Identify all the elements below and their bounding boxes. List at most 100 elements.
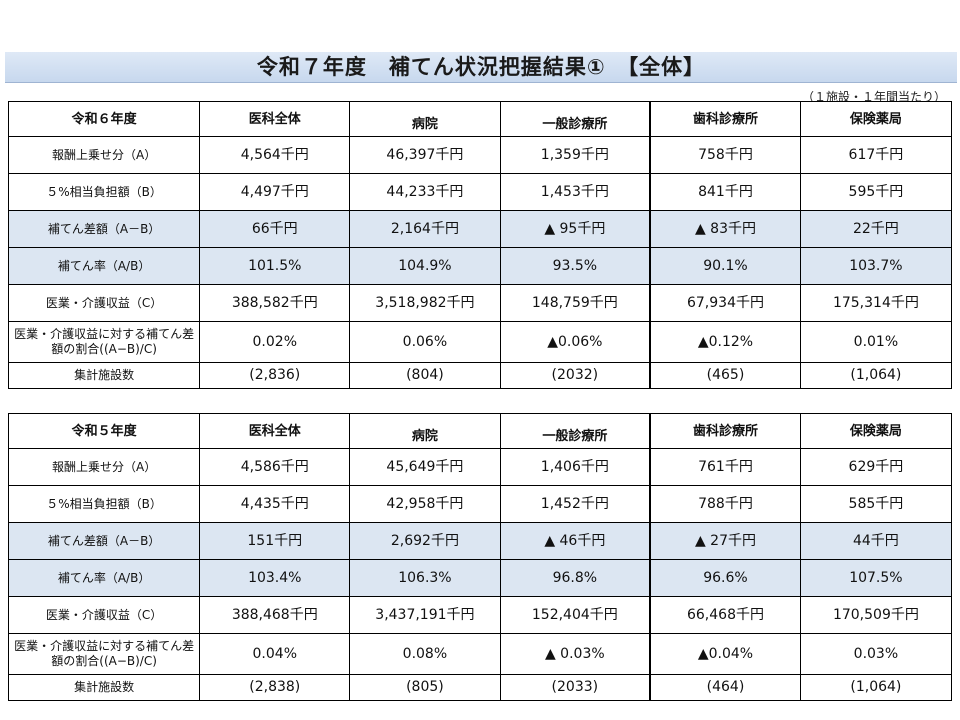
table-row: 医業・介護収益に対する補てん差額の割合((A−B)/C) 0.04% 0.08% ▲ … [7,633,953,675]
table-cell: 103.4% [199,559,351,597]
column-header: 一般診療所 [499,101,651,137]
table-cell: (464) [649,674,801,701]
table-cell: 0.04% [199,633,351,675]
table-cell: (1,064) [799,362,953,389]
header-row: 令和５年度 医科全体 病院 一般診療所 歯科診療所 保険薬局 [7,413,953,449]
table-row: ５%相当負担額（B） 4,497千円 44,233千円 1,453千円 841千円 595… [7,173,953,211]
table-row: 報酬上乗せ分（A） 4,586千円 45,649千円 1,406千円 761千円 629千… [7,448,953,486]
table-row: 補てん率（A/B） 101.5% 104.9% 93.5% 90.1% 103.7% [7,247,953,285]
table-cell: 617千円 [799,136,953,174]
table-cell: ▲0.04% [649,633,801,675]
row-label: 集計施設数 [7,674,201,701]
table-cell: 66,468千円 [649,596,801,634]
row-label: 補てん率（A/B） [7,247,201,285]
row-label: 報酬上乗せ分（A） [7,448,201,486]
unit-note: （１施設・１年間当たり） [801,90,946,104]
table-row: 医業・介護収益に対する補てん差額の割合((A−B)/C) 0.02% 0.06% ▲0… [7,321,953,363]
table-cell: 788千円 [649,485,801,523]
row-label: 医業・介護収益に対する補てん差額の割合((A−B)/C) [7,321,201,363]
column-header: 病院 [349,413,501,449]
table-cell: (2032) [499,362,651,389]
row-label: 補てん差額（A－B） [7,522,201,560]
table-row: 医業・介護収益（C） 388,468千円 3,437,191千円 152,404千円 6… [7,596,953,634]
table-cell: 1,359千円 [499,136,651,174]
table-cell: ▲ 83千円 [649,210,801,248]
row-label: ５%相当負担額（B） [7,173,201,211]
table-cell: 585千円 [799,485,953,523]
table-cell: (465) [649,362,801,389]
table-reiwa5: 令和５年度 医科全体 病院 一般診療所 歯科診療所 保険薬局 報酬上乗せ分（A） 4,586千… [7,413,953,701]
page-title: 令和７年度 補てん状況把握結果① 【全体】 [256,55,706,79]
table-row: 報酬上乗せ分（A） 4,564千円 46,397千円 1,359千円 758千円 617千… [7,136,953,174]
table-row: ５%相当負担額（B） 4,435千円 42,958千円 1,452千円 788千円 585… [7,485,953,523]
table-cell: 151千円 [199,522,351,560]
table-cell: ▲ 0.03% [499,633,651,675]
table-cell: 1,452千円 [499,485,651,523]
row-label: 補てん差額（A－B） [7,210,201,248]
table-cell: 96.6% [649,559,801,597]
table-cell: (2,838) [199,674,351,701]
table-cell: 67,934千円 [649,284,801,322]
table-cell: 2,692千円 [349,522,501,560]
column-header: 保険薬局 [799,101,953,137]
table-cell: (2,836) [199,362,351,389]
row-label: 医業・介護収益（C） [7,596,201,634]
row-label: 補てん率（A/B） [7,559,201,597]
table-cell: ▲0.06% [499,321,651,363]
table-cell: 595千円 [799,173,953,211]
column-header: 保険薬局 [799,413,953,449]
table-cell: 0.03% [799,633,953,675]
table-reiwa6: 令和６年度 医科全体 病院 一般診療所 歯科診療所 保険薬局 報酬上乗せ分（A） 4,564千… [7,101,953,389]
table-row: 補てん率（A/B） 103.4% 106.3% 96.8% 96.6% 107.5% [7,559,953,597]
column-header: 一般診療所 [499,413,651,449]
table-cell: 0.08% [349,633,501,675]
table-cell: 103.7% [799,247,953,285]
column-header: 医科全体 [199,101,351,137]
table-cell: 0.01% [799,321,953,363]
table-row: 補てん差額（A－B） 66千円 2,164千円 ▲ 95千円 ▲ 83千円 22千円 [7,210,953,248]
year-label: 令和５年度 [7,413,201,449]
table-cell: 66千円 [199,210,351,248]
table-cell: 629千円 [799,448,953,486]
row-label: ５%相当負担額（B） [7,485,201,523]
row-label: 医業・介護収益に対する補てん差額の割合((A−B)/C) [7,633,201,675]
table-cell: 3,518,982千円 [349,284,501,322]
row-label: 医業・介護収益（C） [7,284,201,322]
table-cell: 0.02% [199,321,351,363]
table-cell: ▲0.12% [649,321,801,363]
table-cell: 44,233千円 [349,173,501,211]
table-cell: ▲ 95千円 [499,210,651,248]
table-cell: 4,564千円 [199,136,351,174]
table-cell: (1,064) [799,674,953,701]
row-label: 集計施設数 [7,362,201,389]
table-cell: 758千円 [649,136,801,174]
table-cell: 93.5% [499,247,651,285]
table-cell: 3,437,191千円 [349,596,501,634]
table-row: 集計施設数 (2,836) (804) (2032) (465) (1,064) [7,362,953,389]
table-cell: 104.9% [349,247,501,285]
table-row: 集計施設数 (2,838) (805) (2033) (464) (1,064) [7,674,953,701]
table-cell: 170,509千円 [799,596,953,634]
table-cell: 388,582千円 [199,284,351,322]
table-cell: 1,406千円 [499,448,651,486]
table-cell: 152,404千円 [499,596,651,634]
table-cell: 4,586千円 [199,448,351,486]
year-label: 令和６年度 [7,101,201,137]
table-cell: 148,759千円 [499,284,651,322]
header-row: 令和６年度 医科全体 病院 一般診療所 歯科診療所 保険薬局 [7,101,953,137]
table-cell: ▲ 27千円 [649,522,801,560]
table-cell: (2033) [499,674,651,701]
table-cell: 22千円 [799,210,953,248]
table-cell: 0.06% [349,321,501,363]
table-cell: 106.3% [349,559,501,597]
table-cell: 96.8% [499,559,651,597]
table-cell: 841千円 [649,173,801,211]
title-bar: 令和７年度 補てん状況把握結果① 【全体】 [5,52,957,83]
column-header: 歯科診療所 [649,413,801,449]
table-cell: 46,397千円 [349,136,501,174]
table-cell: 175,314千円 [799,284,953,322]
table-cell: (805) [349,674,501,701]
column-header: 歯科診療所 [649,101,801,137]
table-cell: 761千円 [649,448,801,486]
table-cell: 107.5% [799,559,953,597]
